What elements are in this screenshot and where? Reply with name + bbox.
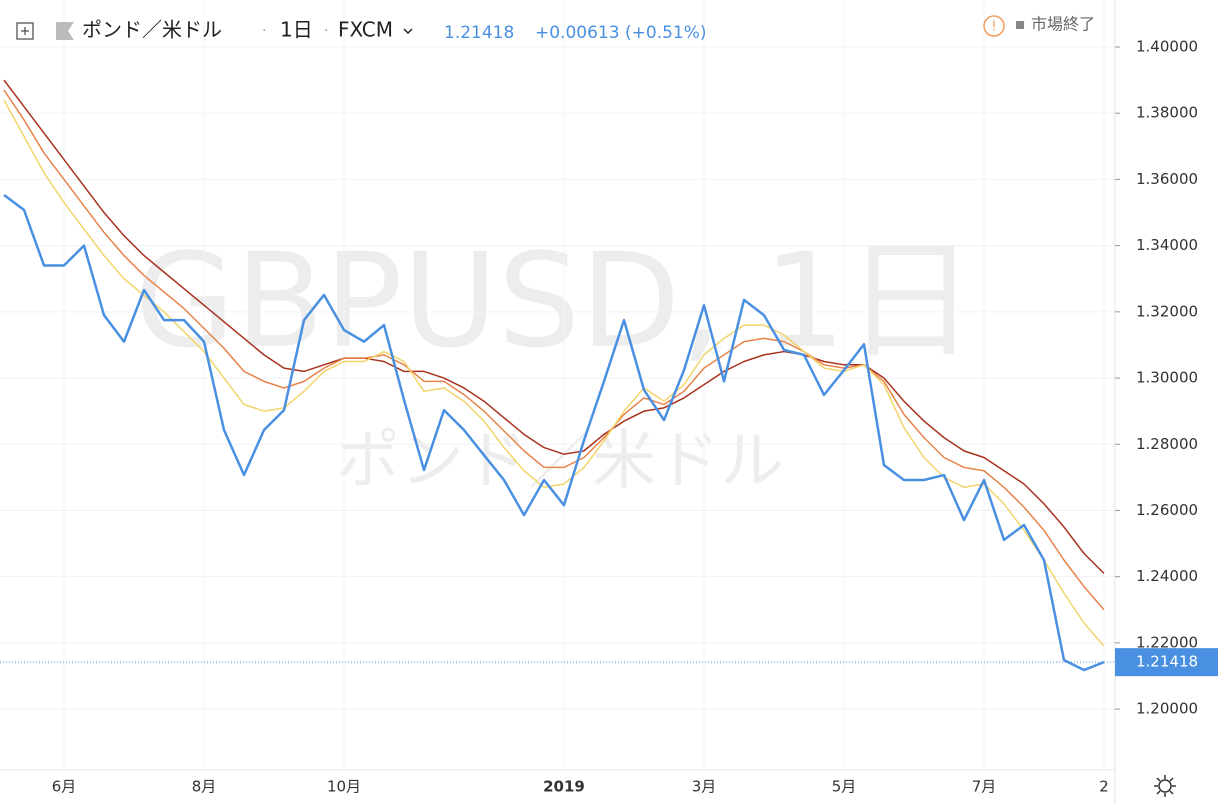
alert-icon[interactable] [983,15,1005,37]
dot: · [262,23,266,39]
y-tick-label: 1.32000 [1136,302,1198,320]
x-tick-label: 5月 [832,778,857,796]
y-tick-label: 1.36000 [1136,170,1198,188]
x-tick-label: 3月 [692,778,717,796]
x-tick-label: 10月 [327,778,361,796]
price-tag [1115,648,1218,677]
y-tick-label: 1.28000 [1136,435,1198,453]
series-line [3,193,1105,672]
status-dot [1016,21,1024,29]
plus [21,27,29,35]
series-line [3,79,1105,574]
change-pct: (+0.51%) [625,23,707,43]
alert-mark: ! [991,20,996,35]
symbol: ポンド／米ドル [82,18,222,42]
series-line [3,99,1105,647]
y-tick-label: 1.20000 [1136,700,1198,718]
chevron[interactable] [403,28,413,35]
watermark-sub: ポンド／米ドル [336,425,784,499]
gear-teeth [1154,775,1176,797]
x-tick-label: 6月 [52,778,77,796]
header: ポンド／米ドル · 1日 · FXCM 1.21418 +0.00613 (+0… [16,15,1095,43]
x-tick-label: 7月 [972,778,997,796]
x-tick-label: 2 [1099,778,1109,796]
y-tick-label: 1.26000 [1136,501,1198,519]
x-tick-label: 2019 [543,778,585,796]
series-line [3,89,1105,611]
status: 市場終了 [1031,15,1095,34]
y-tick-label: 1.24000 [1136,567,1198,585]
y-tick-label: 1.40000 [1136,38,1198,56]
interval[interactable]: 1日 [280,18,313,42]
y-tick-label: 1.38000 [1136,104,1198,122]
x-tick-label: 8月 [192,778,217,796]
change: +0.00613 [535,23,620,43]
gear[interactable] [1158,779,1172,793]
source[interactable]: FXCM [338,18,393,42]
dot: · [324,23,328,39]
settings-icon[interactable] [1154,775,1176,797]
y-tick-label: 1.34000 [1136,236,1198,254]
y-tick-label: 1.30000 [1136,369,1198,387]
last-price: 1.21418 [444,23,514,43]
flag-icon[interactable] [56,22,74,40]
y-tick-label: 1.22000 [1136,633,1198,651]
watermark: GBPUSD, 1日 [134,225,975,377]
add-icon[interactable] [16,22,34,40]
price-tag-label: 1.21418 [1136,653,1198,671]
